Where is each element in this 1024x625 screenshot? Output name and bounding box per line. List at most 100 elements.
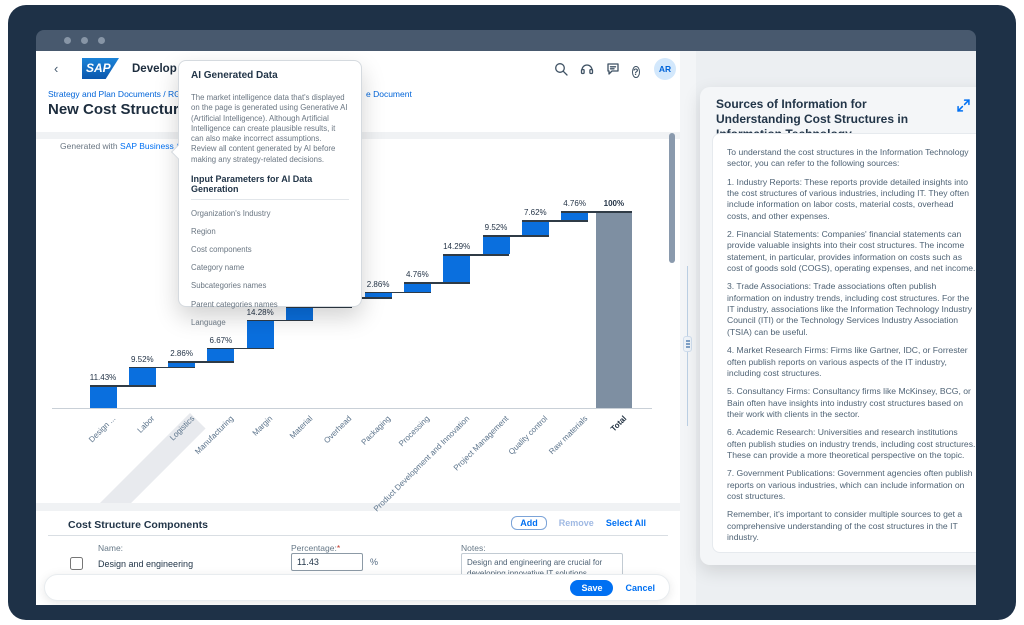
chart-bar[interactable] [521, 220, 549, 236]
chart-value-label: 9.52% [130, 354, 154, 364]
chart-value-label: 14.29% [443, 242, 471, 252]
expand-icon[interactable] [957, 99, 970, 112]
popover-title: AI Generated Data [191, 70, 278, 81]
sap-business-ai-link[interactable]: SAP Business AI [120, 141, 184, 151]
window-frame: ‹ SAP Develop St ? AR [8, 5, 1016, 620]
popover-param-item: Category name [191, 263, 245, 273]
feedback-chat-icon[interactable] [606, 62, 622, 78]
panel-splitter[interactable] [680, 51, 696, 605]
side-panel-paragraph: To understand the cost structures in the… [727, 147, 969, 169]
required-marker: * [336, 543, 341, 553]
breadcrumb[interactable]: Strategy and Plan Documents / RG - Inf [48, 89, 198, 99]
waterfall-chart: 11.43%9.52%2.86%6.67%14.28%6.67%4.76%2.8… [48, 137, 668, 535]
column-label-percentage: Percentage:* [291, 543, 340, 553]
chart-connector-line [246, 319, 313, 322]
select-all-button[interactable]: Select All [605, 518, 646, 528]
percentage-input[interactable] [291, 553, 363, 571]
side-panel-paragraph: 2. Financial Statements: Companies' fina… [727, 229, 976, 274]
row-checkbox[interactable] [70, 557, 83, 570]
chart-value-label: 6.67% [209, 335, 233, 345]
chart-bar[interactable] [364, 291, 392, 298]
chart-x-axis [52, 408, 652, 409]
side-panel-content-card: To understand the cost structures in the… [712, 133, 976, 553]
add-button[interactable]: Add [511, 516, 547, 530]
popover-section-title: Input Parameters for AI Data Generation [191, 174, 349, 200]
divider [48, 535, 668, 536]
ai-generated-data-popover: AI Generated Data The market intelligenc… [170, 60, 362, 327]
window-control-dot[interactable] [81, 37, 88, 44]
chart-value-label: 2.86% [170, 349, 193, 359]
generated-by-label: Generated By: [727, 550, 976, 552]
search-icon[interactable] [554, 62, 570, 78]
chart-value-label: 2.86% [366, 279, 390, 289]
chart-bar[interactable] [207, 347, 235, 362]
column-label-notes: Notes: [461, 543, 486, 553]
chart-connector-line [482, 235, 549, 237]
app-title: Develop St [132, 63, 192, 75]
cancel-button[interactable]: Cancel [625, 582, 655, 593]
chart-value-label: 4.76% [406, 270, 429, 280]
popover-param-item: Language [191, 317, 226, 327]
browser-title-bar [36, 30, 976, 51]
chart-connector-line [89, 385, 156, 387]
chart-bar[interactable] [482, 235, 510, 255]
chart-bar[interactable] [403, 282, 431, 292]
component-name: Design and engineering [98, 559, 194, 569]
popover-param-item: Cost components [191, 244, 252, 254]
side-panel-paragraph: 6. Academic Research: Universities and r… [727, 427, 976, 460]
chart-bar[interactable] [286, 306, 313, 320]
avatar[interactable]: AR [654, 58, 676, 80]
headset-support-icon[interactable] [580, 62, 596, 78]
chart-connector-line [286, 306, 353, 309]
side-panel-paragraph: 3. Trade Associations: Trade association… [727, 281, 973, 337]
vertical-scrollbar-thumb[interactable] [669, 133, 675, 263]
remove-button[interactable]: Remove [558, 518, 594, 528]
chart-value-label: 4.76% [563, 199, 586, 208]
chart-bar[interactable] [89, 385, 117, 408]
generated-with-line: Generated with SAP Business AI [60, 141, 184, 151]
chart-connector-line [403, 282, 471, 284]
splitter-grip-handle[interactable] [683, 336, 692, 352]
main-content: ‹ SAP Develop St ? AR [36, 51, 680, 605]
chart-connector-line [443, 254, 510, 256]
side-panel-paragraph: Remember, it's important to consider mul… [727, 509, 963, 542]
app-window: ‹ SAP Develop St ? AR [36, 51, 976, 605]
percentage-unit: % [370, 557, 379, 567]
back-button[interactable]: ‹ [54, 61, 59, 76]
column-label-name: Name: [98, 543, 124, 553]
window-control-dot[interactable] [64, 37, 71, 44]
chart-connector-line [521, 220, 589, 222]
popover-body: The market intelligence data that's disp… [191, 93, 348, 164]
chart-bar[interactable] [168, 361, 196, 367]
generated-with-label: Generated with [60, 141, 118, 151]
chart-value-label: 100% [603, 199, 625, 208]
popover-param-item: Organization's Industry [191, 208, 271, 218]
help-icon[interactable]: ? [632, 66, 640, 78]
sap-logo[interactable]: SAP [82, 58, 119, 79]
side-panel-paragraphs: To understand the cost structures in the… [727, 147, 976, 543]
chart-bar[interactable] [128, 366, 156, 386]
popover-param-item: Parent categories names [191, 299, 278, 309]
chart-bar[interactable] [246, 319, 274, 348]
chart-connector-line [364, 291, 431, 294]
chart-value-label: 11.43% [89, 373, 117, 383]
chart-value-label: 7.62% [523, 208, 547, 218]
chart-connector-line [207, 347, 274, 350]
side-panel-paragraph: 7. Government Publications: Government a… [727, 468, 973, 501]
chart-total-bar[interactable] [595, 211, 632, 408]
chart-bar[interactable] [561, 211, 589, 221]
breadcrumb-tail[interactable]: e Document [366, 89, 412, 99]
components-toolbar: Add Remove Select All [511, 516, 646, 530]
window-control-dot[interactable] [98, 37, 105, 44]
chart-connector-line [561, 211, 632, 213]
chart-connector-line [128, 366, 196, 369]
components-section-title: Cost Structure Components [68, 519, 209, 531]
popover-params-list: Organization's Industry Region Cost compon… [179, 200, 361, 331]
side-panel-paragraph: 1. Industry Reports: These reports provi… [727, 176, 970, 221]
sources-side-panel: Sources of Information for Understanding… [700, 87, 976, 565]
save-button[interactable]: Save [570, 579, 614, 596]
chart-bar[interactable] [443, 254, 471, 283]
popover-param-item: Region [191, 226, 216, 236]
chart-connector-line [168, 361, 235, 363]
